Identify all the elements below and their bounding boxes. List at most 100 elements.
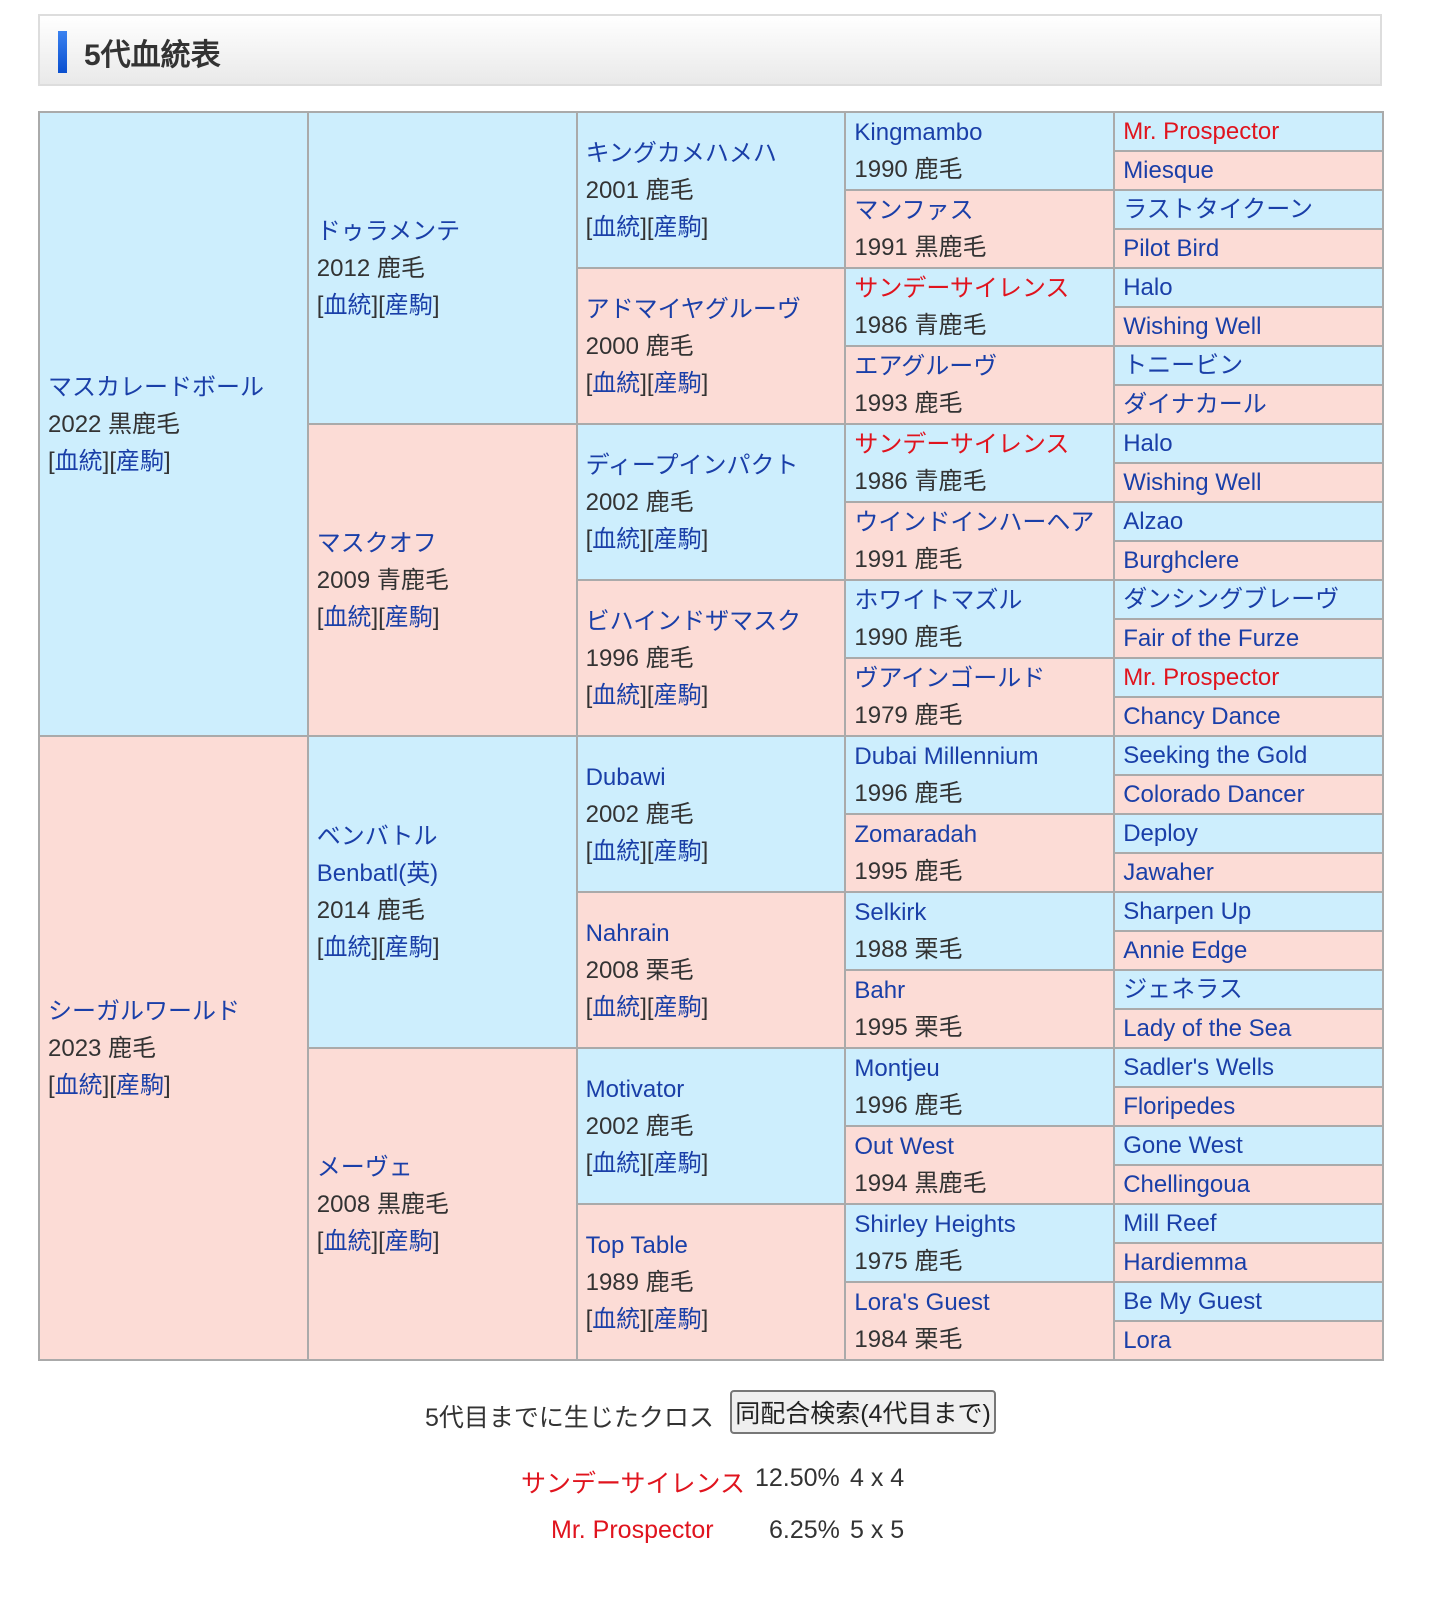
horse-name-link[interactable]: Colorado Dancer — [1123, 781, 1305, 808]
horse-name-link[interactable]: シーガルワールド — [48, 997, 240, 1025]
horse-name-link[interactable]: Alzao — [1123, 508, 1184, 535]
horse-name-link[interactable]: Gone West — [1123, 1132, 1243, 1159]
pedigree-link[interactable]: 血統 — [323, 291, 372, 319]
horse-name-link[interactable]: マスカレードボール — [48, 373, 264, 401]
offspring-link[interactable]: 産駒 — [653, 837, 702, 865]
horse-name-link[interactable]: Lora's Guest — [854, 1289, 990, 1316]
pedigree-link[interactable]: 血統 — [592, 837, 641, 865]
offspring-link[interactable]: 産駒 — [653, 369, 702, 397]
pedigree-link[interactable]: 血統 — [592, 1305, 641, 1333]
horse-name-link[interactable]: Miesque — [1123, 157, 1214, 184]
horse-name-link[interactable]: Selkirk — [854, 899, 927, 926]
cross-horse-link[interactable]: サンデーサイレンス — [521, 1470, 746, 1498]
pedigree-link[interactable]: 血統 — [592, 369, 641, 397]
horse-name-link[interactable]: Wishing Well — [1123, 313, 1262, 340]
pedigree-cell-gen5: Gone West — [1113, 1125, 1384, 1166]
offspring-link[interactable]: 産駒 — [384, 1227, 433, 1255]
horse-name-link[interactable]: マンファス — [854, 197, 974, 224]
horse-name-link[interactable]: Mr. Prospector — [1123, 664, 1280, 691]
pedigree-row: Lora's Guest 1984 栗毛 Be My Guest — [39, 1281, 1384, 1361]
horse-name-link[interactable]: Sharpen Up — [1123, 898, 1252, 925]
horse-name-link[interactable]: Floripedes — [1123, 1093, 1236, 1120]
pedigree-row: Lora — [39, 1320, 1384, 1361]
horse-name-link[interactable]: ディープインパクト — [585, 451, 799, 479]
pedigree-row: シーガルワールド 2023 鹿毛 [血統][産駒] ベンバトル Benbatl(英) 20… — [38, 735, 1384, 1361]
horse-name-link[interactable]: ラストタイクーン — [1123, 196, 1314, 223]
horse-name-link[interactable]: Burghclere — [1123, 547, 1240, 574]
horse-name-link[interactable]: ヴアインゴールド — [854, 665, 1046, 692]
horse-name-link[interactable]: ベンバトル — [316, 823, 438, 850]
horse-name-link[interactable]: サンデーサイレンス — [854, 275, 1070, 302]
horse-name-link[interactable]: ウインドインハーヘア — [854, 509, 1095, 536]
pedigree-link[interactable]: 血統 — [54, 447, 103, 475]
offspring-link[interactable]: 産駒 — [384, 603, 433, 631]
horse-name-link[interactable]: Fair of the Furze — [1123, 625, 1300, 652]
offspring-link[interactable]: 産駒 — [653, 525, 702, 553]
horse-name-link[interactable]: Montjeu — [854, 1055, 940, 1082]
horse-name-link[interactable]: Lora — [1123, 1327, 1172, 1354]
horse-name-link[interactable]: Jawaher — [1123, 859, 1214, 886]
offspring-link[interactable]: 産駒 — [116, 447, 165, 475]
horse-name-link[interactable]: Wishing Well — [1123, 469, 1262, 496]
horse-name-link[interactable]: アドマイヤグルーヴ — [585, 295, 801, 323]
horse-name-link[interactable]: Shirley Heights — [854, 1211, 1016, 1238]
horse-name-link[interactable]: トニービン — [1123, 352, 1244, 379]
horse-name-link[interactable]: Chancy Dance — [1123, 703, 1281, 730]
horse-name-link[interactable]: Hardiemma — [1123, 1249, 1248, 1276]
horse-name-link[interactable]: Mill Reef — [1123, 1210, 1217, 1237]
horse-name-link[interactable]: Chellingoua — [1123, 1171, 1250, 1198]
horse-name-link[interactable]: Kingmambo — [854, 119, 983, 146]
pedigree-link[interactable]: 血統 — [323, 1227, 372, 1255]
pedigree-cell-gen4: Montjeu 1996 鹿毛 — [844, 1047, 1116, 1127]
pedigree-link[interactable]: 血統 — [54, 1071, 103, 1099]
horse-name-link[interactable]: キングカメハメハ — [585, 139, 777, 167]
pedigree-link[interactable]: 血統 — [592, 525, 641, 553]
horse-name-link[interactable]: Dubai Millennium — [854, 743, 1039, 770]
horse-name-link[interactable]: エアグルーヴ — [854, 353, 998, 380]
pedigree-row: Bahr 1995 栗毛 ジェネラス — [39, 969, 1384, 1049]
horse-name-link[interactable]: ダンシングブレーヴ — [1123, 586, 1340, 613]
horse-name-link[interactable]: ダイナカール — [1123, 391, 1267, 418]
horse-name-link[interactable]: Zomaradah — [854, 821, 978, 848]
horse-name-link[interactable]: Deploy — [1123, 820, 1198, 847]
offspring-link[interactable]: 産駒 — [653, 993, 702, 1021]
horse-name-link[interactable]: Pilot Bird — [1123, 235, 1220, 262]
horse-name-link[interactable]: Seeking the Gold — [1123, 742, 1308, 769]
pedigree-link[interactable]: 血統 — [323, 934, 372, 961]
horse-name-link[interactable]: Sadler's Wells — [1123, 1054, 1275, 1081]
horse-name-link[interactable]: Mr. Prospector — [1123, 118, 1280, 145]
horse-name-link[interactable]: ジェネラス — [1123, 976, 1243, 1003]
horse-alt-name-link[interactable]: Benbatl(英) — [316, 860, 439, 887]
horse-name-link[interactable]: ドゥラメンテ — [316, 217, 461, 245]
offspring-link[interactable]: 産駒 — [384, 934, 433, 961]
horse-name-link[interactable]: Halo — [1123, 430, 1173, 457]
pedigree-link[interactable]: 血統 — [592, 1149, 641, 1177]
same-mating-search-button[interactable]: 同配合検索(4代目まで) — [730, 1390, 996, 1434]
horse-name-link[interactable]: マスクオフ — [316, 529, 437, 557]
offspring-link[interactable]: 産駒 — [384, 291, 433, 319]
horse-name-link[interactable]: Motivator — [585, 1075, 685, 1103]
pedigree-link[interactable]: 血統 — [592, 681, 641, 709]
horse-name-link[interactable]: Nahrain — [585, 919, 670, 947]
horse-name-link[interactable]: ビハインドザマスク — [585, 607, 802, 635]
offspring-link[interactable]: 産駒 — [653, 1149, 702, 1177]
horse-name-link[interactable]: メーヴェ — [316, 1153, 413, 1181]
offspring-link[interactable]: 産駒 — [116, 1071, 165, 1099]
horse-name-link[interactable]: サンデーサイレンス — [854, 431, 1070, 458]
horse-name-link[interactable]: Halo — [1123, 274, 1173, 301]
horse-name-link[interactable]: Out West — [854, 1133, 954, 1160]
horse-name-link[interactable]: Lady of the Sea — [1123, 1015, 1292, 1042]
horse-name-link[interactable]: ホワイトマズル — [854, 587, 1023, 614]
offspring-link[interactable]: 産駒 — [653, 681, 702, 709]
offspring-link[interactable]: 産駒 — [653, 213, 702, 241]
horse-name-link[interactable]: Be My Guest — [1123, 1288, 1262, 1315]
pedigree-link[interactable]: 血統 — [592, 993, 641, 1021]
pedigree-link[interactable]: 血統 — [592, 213, 641, 241]
horse-name-link[interactable]: Bahr — [854, 977, 906, 1004]
horse-name-link[interactable]: Dubawi — [585, 763, 666, 791]
pedigree-link[interactable]: 血統 — [323, 603, 372, 631]
horse-name-link[interactable]: Annie Edge — [1123, 937, 1248, 964]
offspring-link[interactable]: 産駒 — [653, 1305, 702, 1333]
horse-name-link[interactable]: Top Table — [585, 1231, 688, 1259]
cross-horse-link[interactable]: Mr. Prospector — [551, 1516, 714, 1544]
